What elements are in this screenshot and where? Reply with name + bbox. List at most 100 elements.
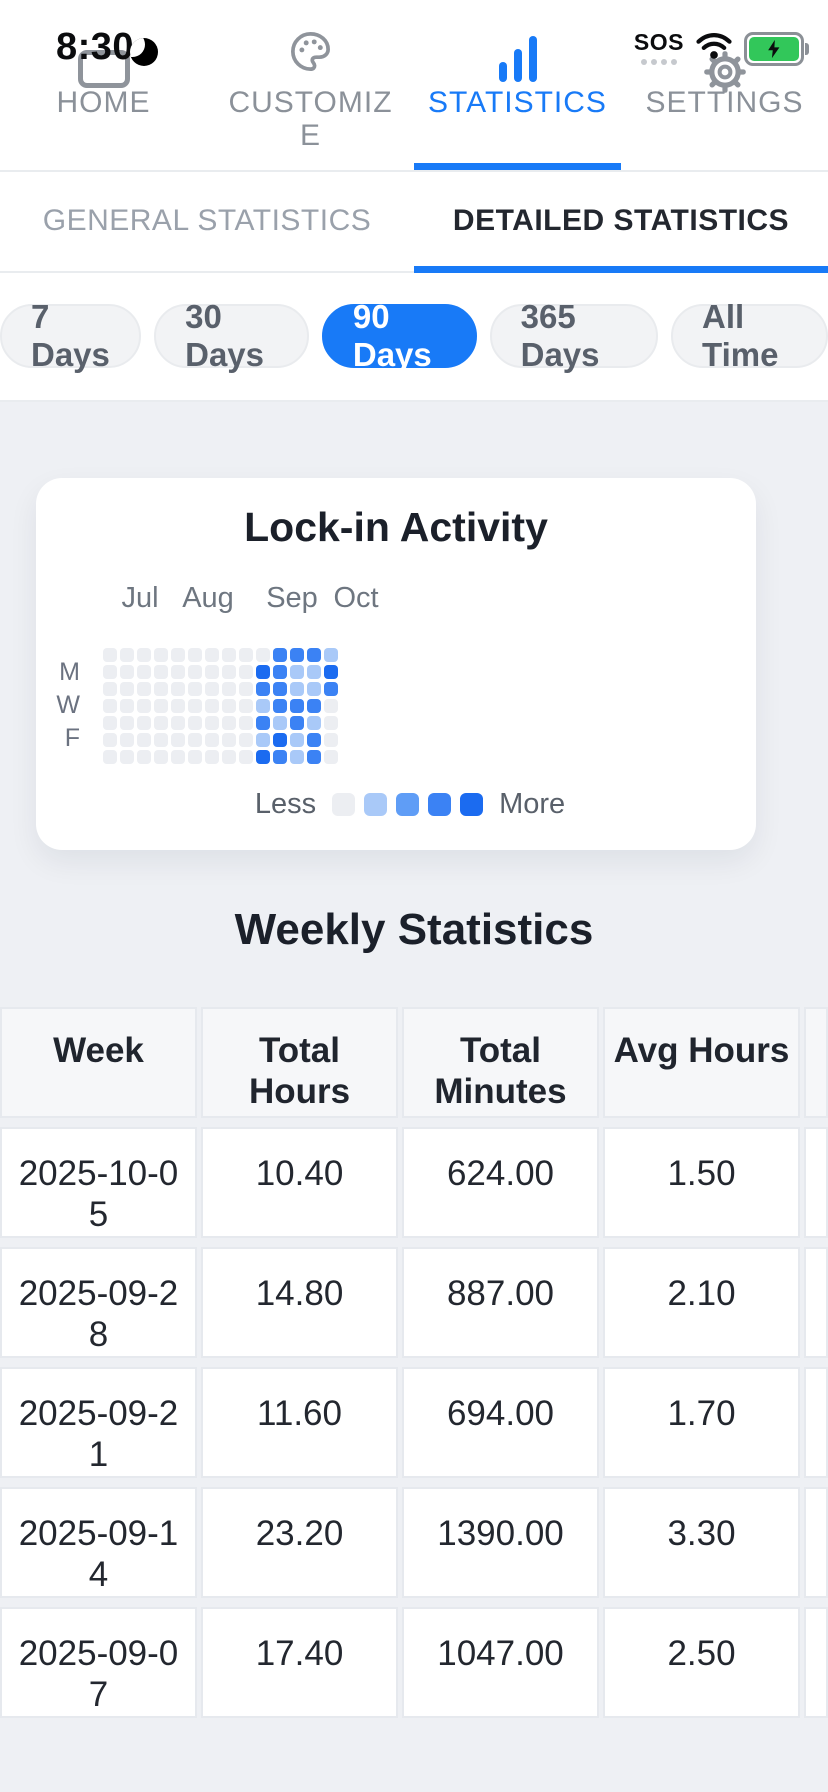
tab-statistics[interactable]: STATISTICS (414, 0, 621, 170)
heatmap-cell[interactable] (324, 716, 338, 730)
heatmap-cell[interactable] (137, 648, 151, 662)
heatmap-cell[interactable] (205, 682, 219, 696)
heatmap-cell[interactable] (188, 665, 202, 679)
heatmap-cell[interactable] (273, 665, 287, 679)
heatmap-cell[interactable] (324, 665, 338, 679)
range-pill-all-time[interactable]: All Time (671, 298, 828, 373)
heatmap-cell[interactable] (137, 665, 151, 679)
heatmap-cell[interactable] (103, 699, 117, 713)
heatmap-cell[interactable] (307, 699, 321, 713)
heatmap-cell[interactable] (239, 699, 253, 713)
heatmap-cell[interactable] (239, 665, 253, 679)
heatmap-cell[interactable] (188, 648, 202, 662)
heatmap-cell[interactable] (103, 716, 117, 730)
heatmap-cell[interactable] (154, 665, 168, 679)
heatmap-cell[interactable] (205, 733, 219, 747)
heatmap-cell[interactable] (290, 716, 304, 730)
heatmap-cell[interactable] (290, 733, 304, 747)
heatmap-cell[interactable] (256, 665, 270, 679)
heatmap-cell[interactable] (171, 716, 185, 730)
heatmap-cell[interactable] (324, 648, 338, 662)
heatmap-cell[interactable] (239, 716, 253, 730)
heatmap-cell[interactable] (103, 733, 117, 747)
heatmap-cell[interactable] (239, 750, 253, 764)
heatmap-cell[interactable] (205, 665, 219, 679)
heatmap-cell[interactable] (222, 682, 236, 696)
heatmap-cell[interactable] (171, 733, 185, 747)
heatmap-cell[interactable] (273, 733, 287, 747)
heatmap-cell[interactable] (205, 750, 219, 764)
range-pill-90-days[interactable]: 90 Days (321, 298, 477, 373)
heatmap-cell[interactable] (171, 665, 185, 679)
tab-customize[interactable]: CUSTOMIZE (207, 0, 414, 170)
heatmap-cell[interactable] (137, 699, 151, 713)
heatmap-cell[interactable] (307, 648, 321, 662)
heatmap-cell[interactable] (120, 682, 134, 696)
heatmap-cell[interactable] (154, 699, 168, 713)
heatmap-cell[interactable] (239, 648, 253, 662)
range-pill-365-days[interactable]: 365 Days (489, 298, 659, 373)
heatmap-cell[interactable] (171, 682, 185, 696)
heatmap-cell[interactable] (222, 648, 236, 662)
heatmap-cell[interactable] (154, 682, 168, 696)
heatmap-cell[interactable] (120, 750, 134, 764)
heatmap-cell[interactable] (154, 733, 168, 747)
tab-settings[interactable]: SETTINGS (621, 0, 828, 170)
heatmap-cell[interactable] (324, 699, 338, 713)
heatmap-cell[interactable] (256, 699, 270, 713)
heatmap-cell[interactable] (137, 750, 151, 764)
heatmap-cell[interactable] (188, 716, 202, 730)
heatmap-cell[interactable] (307, 716, 321, 730)
heatmap-cell[interactable] (103, 682, 117, 696)
heatmap-cell[interactable] (239, 733, 253, 747)
heatmap-cell[interactable] (205, 648, 219, 662)
heatmap-cell[interactable] (103, 750, 117, 764)
heatmap-cell[interactable] (154, 750, 168, 764)
heatmap-cell[interactable] (290, 699, 304, 713)
heatmap-cell[interactable] (120, 665, 134, 679)
heatmap-cell[interactable] (137, 733, 151, 747)
heatmap-cell[interactable] (273, 750, 287, 764)
subtab-general-statistics[interactable]: GENERAL STATISTICS (42, 203, 372, 237)
heatmap-cell[interactable] (290, 648, 304, 662)
heatmap-cell[interactable] (222, 750, 236, 764)
heatmap-cell[interactable] (120, 733, 134, 747)
heatmap-cell[interactable] (256, 682, 270, 696)
heatmap-cell[interactable] (188, 750, 202, 764)
heatmap-cell[interactable] (256, 648, 270, 662)
subtab-detailed-statistics[interactable]: DETAILED STATISTICS (414, 170, 828, 273)
heatmap-cell[interactable] (222, 699, 236, 713)
heatmap-cell[interactable] (171, 750, 185, 764)
heatmap-cell[interactable] (239, 682, 253, 696)
heatmap-cell[interactable] (137, 682, 151, 696)
heatmap-cell[interactable] (324, 682, 338, 696)
heatmap-cell[interactable] (273, 699, 287, 713)
heatmap-cell[interactable] (256, 716, 270, 730)
heatmap-cell[interactable] (324, 750, 338, 764)
heatmap-cell[interactable] (324, 733, 338, 747)
heatmap-cell[interactable] (256, 733, 270, 747)
heatmap-cell[interactable] (205, 716, 219, 730)
heatmap-cell[interactable] (273, 648, 287, 662)
heatmap-cell[interactable] (273, 682, 287, 696)
heatmap-cell[interactable] (290, 750, 304, 764)
heatmap-cell[interactable] (154, 716, 168, 730)
heatmap-cell[interactable] (103, 665, 117, 679)
heatmap-cell[interactable] (188, 733, 202, 747)
heatmap-cell[interactable] (103, 648, 117, 662)
heatmap-cell[interactable] (222, 716, 236, 730)
heatmap-cell[interactable] (307, 682, 321, 696)
heatmap-cell[interactable] (120, 716, 134, 730)
heatmap-cell[interactable] (307, 665, 321, 679)
heatmap-cell[interactable] (171, 699, 185, 713)
heatmap-cell[interactable] (154, 648, 168, 662)
heatmap-cell[interactable] (273, 716, 287, 730)
heatmap-cell[interactable] (222, 665, 236, 679)
range-pill-7-days[interactable]: 7 Days (0, 298, 142, 373)
heatmap-cell[interactable] (222, 733, 236, 747)
heatmap-cell[interactable] (290, 682, 304, 696)
heatmap-cell[interactable] (120, 699, 134, 713)
heatmap-cell[interactable] (120, 648, 134, 662)
heatmap-cell[interactable] (307, 733, 321, 747)
heatmap-cell[interactable] (307, 750, 321, 764)
